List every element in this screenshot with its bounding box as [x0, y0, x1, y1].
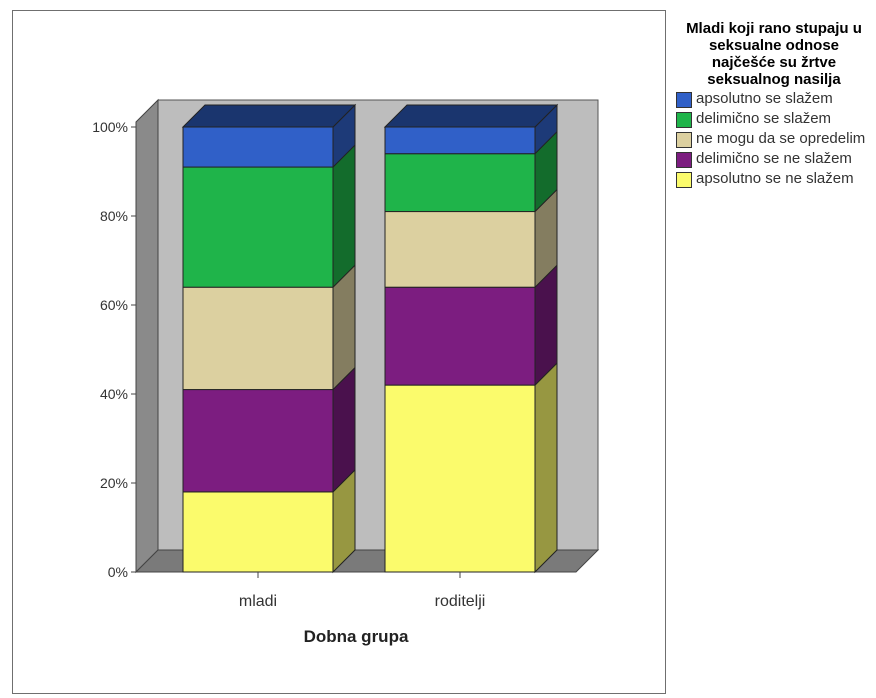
legend-label: apsolutno se ne slažem [696, 170, 854, 187]
legend-item: apsolutno se slažem [676, 91, 872, 108]
bar-segment [182, 263, 356, 391]
legend-label: delimično se slažem [696, 110, 832, 127]
legend-item: apsolutno se ne slažem [676, 171, 872, 188]
y-tick-label: 100% [92, 119, 128, 135]
bar-front [182, 389, 334, 493]
legend-swatch [676, 112, 692, 128]
bar-segment [181, 103, 357, 169]
legend-label: ne mogu da se opredelim [696, 130, 866, 147]
bar-segment [384, 130, 558, 213]
legend-item: ne mogu da se opredelim [676, 131, 872, 148]
legend-swatch [676, 132, 692, 148]
bar-side [534, 361, 558, 574]
legend-item: delimično se ne slažem [676, 151, 872, 168]
legend: Mladi koji rano stupaju u seksualne odno… [676, 20, 872, 188]
bar-side [332, 143, 356, 289]
legend-label: apsolutno se slažem [696, 90, 833, 107]
y-tick-label: 20% [100, 475, 128, 491]
legend-swatch [676, 152, 692, 168]
bar-segment [384, 263, 558, 387]
legend-swatch [676, 172, 692, 188]
legend-item: delimično se slažem [676, 111, 872, 128]
bar-front [182, 286, 334, 391]
y-tick-label: 80% [100, 208, 128, 224]
legend-items: apsolutno se slažem delimično se slažem ne… [676, 91, 872, 188]
y-tick-label: 60% [100, 297, 128, 313]
legend-label: delimično se ne slažem [696, 150, 852, 167]
bar-front [384, 211, 536, 288]
bar-segment [384, 361, 558, 574]
bar-front [384, 126, 536, 155]
chart-plot: 0% 20% 40% 60% 80% 100% mladi roditelji Dobna … [92, 98, 600, 646]
x-tick-label: mladi [239, 593, 277, 610]
bar-front [384, 384, 536, 573]
bar-front [182, 166, 334, 288]
y-tick-label: 0% [108, 564, 128, 580]
bar-segment [383, 103, 559, 155]
bar-front [384, 153, 536, 213]
bar-top [383, 104, 559, 128]
legend-title: Mladi koji rano stupaju u seksualne odno… [686, 20, 862, 88]
bar-front [384, 286, 536, 386]
side-wall [135, 98, 159, 574]
bar-top [181, 104, 357, 128]
legend-swatch [676, 92, 692, 108]
y-tick-label: 40% [100, 386, 128, 402]
bar-front [182, 491, 334, 573]
bar-segment [182, 143, 356, 289]
bar-front [182, 126, 334, 168]
x-axis-label: Dobna grupa [304, 627, 409, 646]
x-tick-label: roditelji [435, 593, 486, 610]
